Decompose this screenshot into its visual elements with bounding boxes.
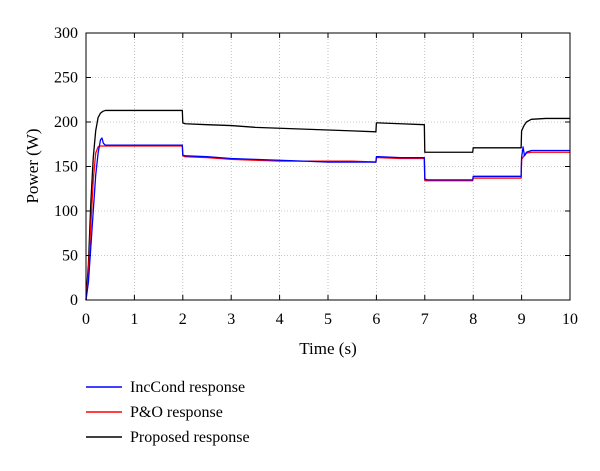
series-line-inccond xyxy=(85,137,570,301)
legend-label-proposed: Proposed response xyxy=(130,429,250,446)
legend-label-po: P&O response xyxy=(130,404,223,421)
x-tick-label: 7 xyxy=(421,311,429,328)
y-axis-ticks: 0 50 100 150 200 250 300 xyxy=(54,25,570,309)
x-axis-label: Time (s) xyxy=(299,339,356,358)
x-tick-label: 1 xyxy=(130,311,138,328)
y-tick-label: 100 xyxy=(54,203,78,220)
x-tick-label: 8 xyxy=(469,311,477,328)
x-tick-label: 3 xyxy=(227,311,235,328)
legend: IncCond response P&O response Proposed r… xyxy=(86,379,250,446)
series-lines xyxy=(85,109,570,301)
x-tick-label: 6 xyxy=(372,311,380,328)
x-tick-label: 2 xyxy=(179,311,187,328)
x-tick-label: 0 xyxy=(82,311,90,328)
x-tick-label: 10 xyxy=(562,311,578,328)
legend-label-inccond: IncCond response xyxy=(130,379,245,396)
series-line-proposed xyxy=(85,109,570,301)
y-tick-label: 0 xyxy=(70,292,78,309)
x-tick-label: 5 xyxy=(324,311,332,328)
x-axis-ticks: 0 1 2 3 4 5 6 7 8 9 10 xyxy=(82,33,578,328)
grid-lines xyxy=(86,33,570,300)
x-tick-label: 9 xyxy=(518,311,526,328)
y-tick-label: 50 xyxy=(62,248,78,265)
y-tick-label: 300 xyxy=(54,25,78,42)
series-line-po xyxy=(85,145,570,301)
y-tick-label: 250 xyxy=(54,70,78,87)
x-tick-label: 4 xyxy=(276,311,284,328)
y-tick-label: 150 xyxy=(54,159,78,176)
y-axis-label: Power (W) xyxy=(23,128,42,203)
y-tick-label: 200 xyxy=(54,114,78,131)
